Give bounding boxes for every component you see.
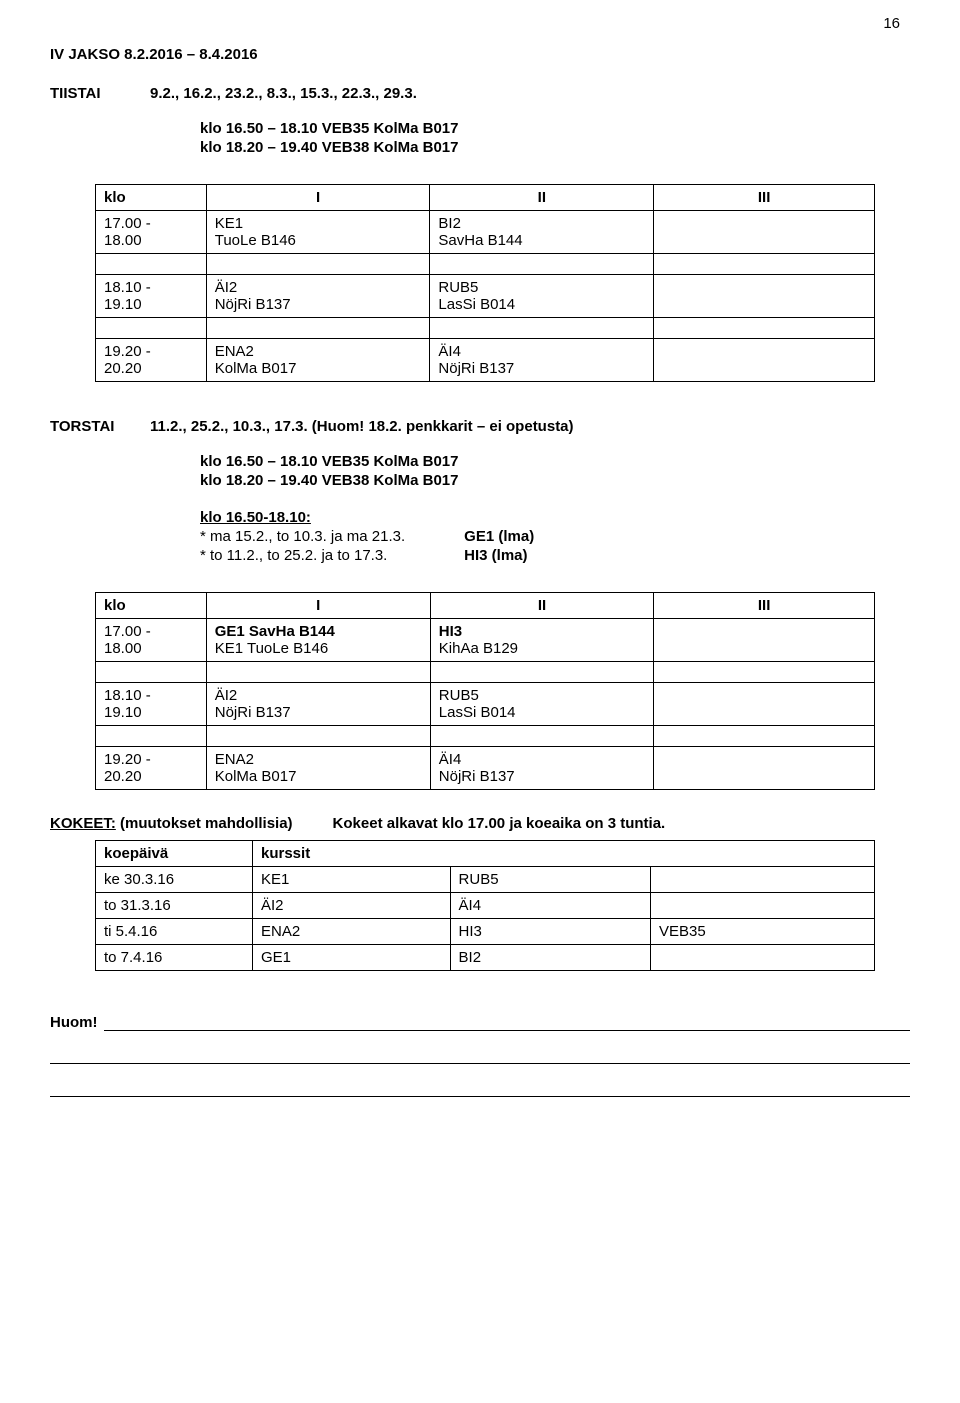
t2-r2-c2b: LasSi B014 bbox=[439, 704, 516, 721]
page-title: IV JAKSO 8.2.2016 – 8.4.2016 bbox=[50, 46, 910, 63]
kokeet-note1: (muutokset mahdollisia) bbox=[120, 815, 293, 832]
t2-r1-c2a: HI3 bbox=[439, 623, 462, 640]
t2-r2-c1b: NöjRi B137 bbox=[215, 704, 291, 721]
page-number: 16 bbox=[883, 15, 900, 32]
torstai-label: TORSTAI bbox=[50, 418, 150, 435]
huom-row: Huom! bbox=[50, 1012, 910, 1031]
kokeet-note2: Kokeet alkavat klo 17.00 ja koeaika on 3… bbox=[333, 815, 666, 832]
torstai-table: klo I II III 17.00 - 18.00 GE1 SavHa B14… bbox=[95, 592, 875, 790]
t1-r3-c2b: NöjRi B137 bbox=[438, 360, 514, 377]
t2-r2-c2a: RUB5 bbox=[439, 687, 479, 704]
torstai-sub1b: GE1 (lma) bbox=[464, 528, 534, 545]
t2-h2: II bbox=[430, 593, 653, 619]
t1-r3-c2a: ÄI4 bbox=[438, 343, 461, 360]
tiistai-table: klo I II III 17.00 - 18.00 KE1TuoLe B146… bbox=[95, 184, 875, 382]
ex-r4b: BI2 bbox=[450, 945, 650, 971]
t1-r2-c2a: RUB5 bbox=[438, 279, 478, 296]
t1-r3-klo-a: 19.20 - bbox=[104, 343, 151, 360]
t1-h3: III bbox=[654, 185, 875, 211]
ex-r4a: GE1 bbox=[253, 945, 451, 971]
tiistai-pre2: klo 18.20 – 19.40 VEB38 KolMa B017 bbox=[200, 139, 910, 156]
ex-r3d: ti 5.4.16 bbox=[96, 919, 253, 945]
tiistai-label: TIISTAI bbox=[50, 85, 150, 102]
torstai-subhead: klo 16.50-18.10: bbox=[200, 509, 910, 526]
huom-line1 bbox=[104, 1012, 911, 1031]
ex-r1a: KE1 bbox=[253, 867, 451, 893]
t2-r1-c1b: KE1 TuoLe B146 bbox=[215, 640, 328, 657]
ex-r1b: RUB5 bbox=[450, 867, 650, 893]
t1-r2-klo-b: 19.10 bbox=[104, 296, 142, 313]
huom-label: Huom! bbox=[50, 1014, 98, 1031]
ex-h1: koepäivä bbox=[96, 841, 253, 867]
t2-r1-c2b: KihAa B129 bbox=[439, 640, 518, 657]
t2-r2-klo-b: 19.10 bbox=[104, 704, 142, 721]
t1-r2-klo-a: 18.10 - bbox=[104, 279, 151, 296]
torstai-sub1a: * ma 15.2., to 10.3. ja ma 21.3. bbox=[200, 528, 460, 545]
t1-r2-c1b: NöjRi B137 bbox=[215, 296, 291, 313]
ex-r2c bbox=[651, 893, 875, 919]
t2-r1-klo-b: 18.00 bbox=[104, 640, 142, 657]
t2-r1-klo-a: 17.00 - bbox=[104, 623, 151, 640]
t1-r3-c1a: ENA2 bbox=[215, 343, 254, 360]
t1-r3-klo-b: 20.20 bbox=[104, 360, 142, 377]
huom-line2 bbox=[50, 1041, 910, 1064]
ex-h2: kurssit bbox=[253, 841, 875, 867]
t1-h1: I bbox=[206, 185, 430, 211]
tiistai-pre1: klo 16.50 – 18.10 VEB35 KolMa B017 bbox=[200, 120, 910, 137]
ex-r2a: ÄI2 bbox=[253, 893, 451, 919]
ex-r4c bbox=[651, 945, 875, 971]
t2-h-klo: klo bbox=[96, 593, 207, 619]
ex-r4d: to 7.4.16 bbox=[96, 945, 253, 971]
t1-r1-c2b: SavHa B144 bbox=[438, 232, 522, 249]
t1-r1-c2a: BI2 bbox=[438, 215, 461, 232]
t2-r2-c1a: ÄI2 bbox=[215, 687, 238, 704]
torstai-pre2: klo 18.20 – 19.40 VEB38 KolMa B017 bbox=[200, 472, 910, 489]
torstai-sub1: * ma 15.2., to 10.3. ja ma 21.3. GE1 (lm… bbox=[200, 528, 910, 545]
t1-r1-klo-a: 17.00 - bbox=[104, 215, 151, 232]
ex-r2d: to 31.3.16 bbox=[96, 893, 253, 919]
t2-r3-c1b: KolMa B017 bbox=[215, 768, 297, 785]
t2-r3-c1a: ENA2 bbox=[215, 751, 254, 768]
ex-r3b: HI3 bbox=[450, 919, 650, 945]
t2-r2-klo-a: 18.10 - bbox=[104, 687, 151, 704]
ex-r2b: ÄI4 bbox=[450, 893, 650, 919]
ex-r1c bbox=[651, 867, 875, 893]
t1-r2-c1a: ÄI2 bbox=[215, 279, 238, 296]
huom-line3 bbox=[50, 1074, 910, 1097]
t2-h3: III bbox=[654, 593, 875, 619]
t1-r1-klo-b: 18.00 bbox=[104, 232, 142, 249]
t1-r1-c1b: TuoLe B146 bbox=[215, 232, 296, 249]
ex-r3c: VEB35 bbox=[651, 919, 875, 945]
t2-h1: I bbox=[206, 593, 430, 619]
t1-r1-c1a: KE1 bbox=[215, 215, 243, 232]
t2-r3-klo-a: 19.20 - bbox=[104, 751, 151, 768]
t1-h-klo: klo bbox=[96, 185, 207, 211]
t2-r3-c2b: NöjRi B137 bbox=[439, 768, 515, 785]
t1-r2-c2b: LasSi B014 bbox=[438, 296, 515, 313]
t2-r3-c2a: ÄI4 bbox=[439, 751, 462, 768]
torstai-dates: 11.2., 25.2., 10.3., 17.3. (Huom! 18.2. … bbox=[150, 418, 574, 435]
t1-h2: II bbox=[430, 185, 654, 211]
torstai-sub2: * to 11.2., to 25.2. ja to 17.3. HI3 (lm… bbox=[200, 547, 910, 564]
t2-r3-klo-b: 20.20 bbox=[104, 768, 142, 785]
ex-r3a: ENA2 bbox=[253, 919, 451, 945]
tiistai-dates: 9.2., 16.2., 23.2., 8.3., 15.3., 22.3., … bbox=[150, 85, 417, 102]
exam-table: koepäivä kurssit ke 30.3.16 KE1 RUB5 to … bbox=[95, 840, 875, 971]
t1-r3-c1b: KolMa B017 bbox=[215, 360, 297, 377]
torstai-sub2b: HI3 (lma) bbox=[464, 547, 527, 564]
kokeet-label: KOKEET: bbox=[50, 815, 116, 832]
torstai-pre1: klo 16.50 – 18.10 VEB35 KolMa B017 bbox=[200, 453, 910, 470]
t2-r1-c1a: GE1 SavHa B144 bbox=[215, 623, 335, 640]
torstai-sub2a: * to 11.2., to 25.2. ja to 17.3. bbox=[200, 547, 460, 564]
ex-r1d: ke 30.3.16 bbox=[96, 867, 253, 893]
